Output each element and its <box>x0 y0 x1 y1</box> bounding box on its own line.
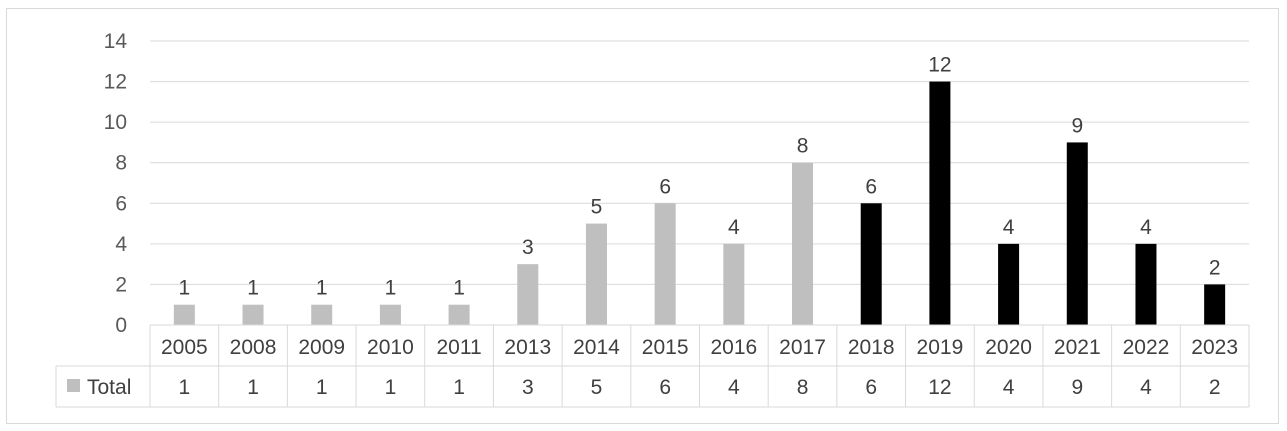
y-tick-label: 12 <box>104 71 127 94</box>
data-label: 4 <box>1140 216 1152 239</box>
data-label: 6 <box>659 175 671 198</box>
data-label: 3 <box>522 236 534 259</box>
table-value-cell: 3 <box>522 376 534 399</box>
bar <box>1066 142 1088 325</box>
data-label: 5 <box>591 196 603 219</box>
bar <box>311 304 333 325</box>
bar <box>517 264 539 325</box>
table-value-cell: 4 <box>1003 376 1015 399</box>
bar <box>723 243 745 325</box>
data-label: 1 <box>316 277 328 300</box>
bar <box>860 203 882 325</box>
table-value-cell: 1 <box>247 376 259 399</box>
x-tick-label: 2018 <box>848 336 895 359</box>
table-value-cell: 4 <box>728 376 740 399</box>
data-label: 6 <box>865 175 877 198</box>
data-label: 12 <box>928 54 951 77</box>
bar <box>929 81 951 325</box>
x-tick-label: 2014 <box>573 336 620 359</box>
legend-series-name: Total <box>87 376 131 399</box>
y-tick-label: 2 <box>115 273 127 296</box>
table-value-cell: 1 <box>179 376 191 399</box>
y-tick-label: 6 <box>115 192 127 215</box>
data-label: 8 <box>797 135 809 158</box>
x-tick-label: 2005 <box>161 336 208 359</box>
x-tick-label: 2021 <box>1054 336 1101 359</box>
x-tick-label: 2019 <box>917 336 964 359</box>
table-value-cell: 8 <box>797 376 809 399</box>
x-tick-label: 2016 <box>710 336 757 359</box>
data-label: 1 <box>247 277 259 300</box>
x-tick-label: 2015 <box>642 336 689 359</box>
data-label: 4 <box>1003 216 1015 239</box>
bar <box>654 203 676 325</box>
bar <box>173 304 195 325</box>
y-tick-label: 14 <box>104 30 128 53</box>
x-tick-label: 2023 <box>1191 336 1238 359</box>
legend-key <box>67 379 80 392</box>
bar <box>585 223 607 325</box>
x-tick-label: 2020 <box>985 336 1032 359</box>
table-value-cell: 1 <box>316 376 328 399</box>
table-value-cell: 1 <box>385 376 397 399</box>
x-tick-label: 2022 <box>1123 336 1170 359</box>
chart-frame <box>6 8 1279 424</box>
table-value-cell: 6 <box>659 376 671 399</box>
table-value-cell: 6 <box>865 376 877 399</box>
table-value-cell: 12 <box>928 376 951 399</box>
bar <box>792 162 814 325</box>
data-label: 4 <box>728 216 740 239</box>
x-tick-label: 2008 <box>230 336 277 359</box>
bar <box>998 243 1020 325</box>
data-label: 2 <box>1209 256 1221 279</box>
data-label: 9 <box>1071 114 1083 137</box>
y-tick-label: 8 <box>115 152 127 175</box>
bar <box>1135 243 1157 325</box>
bar <box>242 304 264 325</box>
table-value-cell: 2 <box>1209 376 1221 399</box>
table-value-cell: 1 <box>453 376 465 399</box>
x-tick-label: 2010 <box>367 336 414 359</box>
x-tick-label: 2013 <box>504 336 551 359</box>
table-value-cell: 4 <box>1140 376 1152 399</box>
table-value-cell: 5 <box>591 376 603 399</box>
x-tick-label: 2009 <box>298 336 345 359</box>
y-tick-label: 0 <box>115 314 127 337</box>
x-tick-label: 2017 <box>779 336 826 359</box>
data-label: 1 <box>385 277 397 300</box>
data-label: 1 <box>453 277 465 300</box>
y-tick-label: 4 <box>115 233 127 256</box>
x-tick-label: 2011 <box>437 336 482 359</box>
bar <box>1204 284 1226 325</box>
bar <box>379 304 401 325</box>
bar <box>448 304 470 325</box>
y-tick-label: 10 <box>104 111 127 134</box>
table-value-cell: 9 <box>1071 376 1083 399</box>
data-label: 1 <box>179 277 191 300</box>
